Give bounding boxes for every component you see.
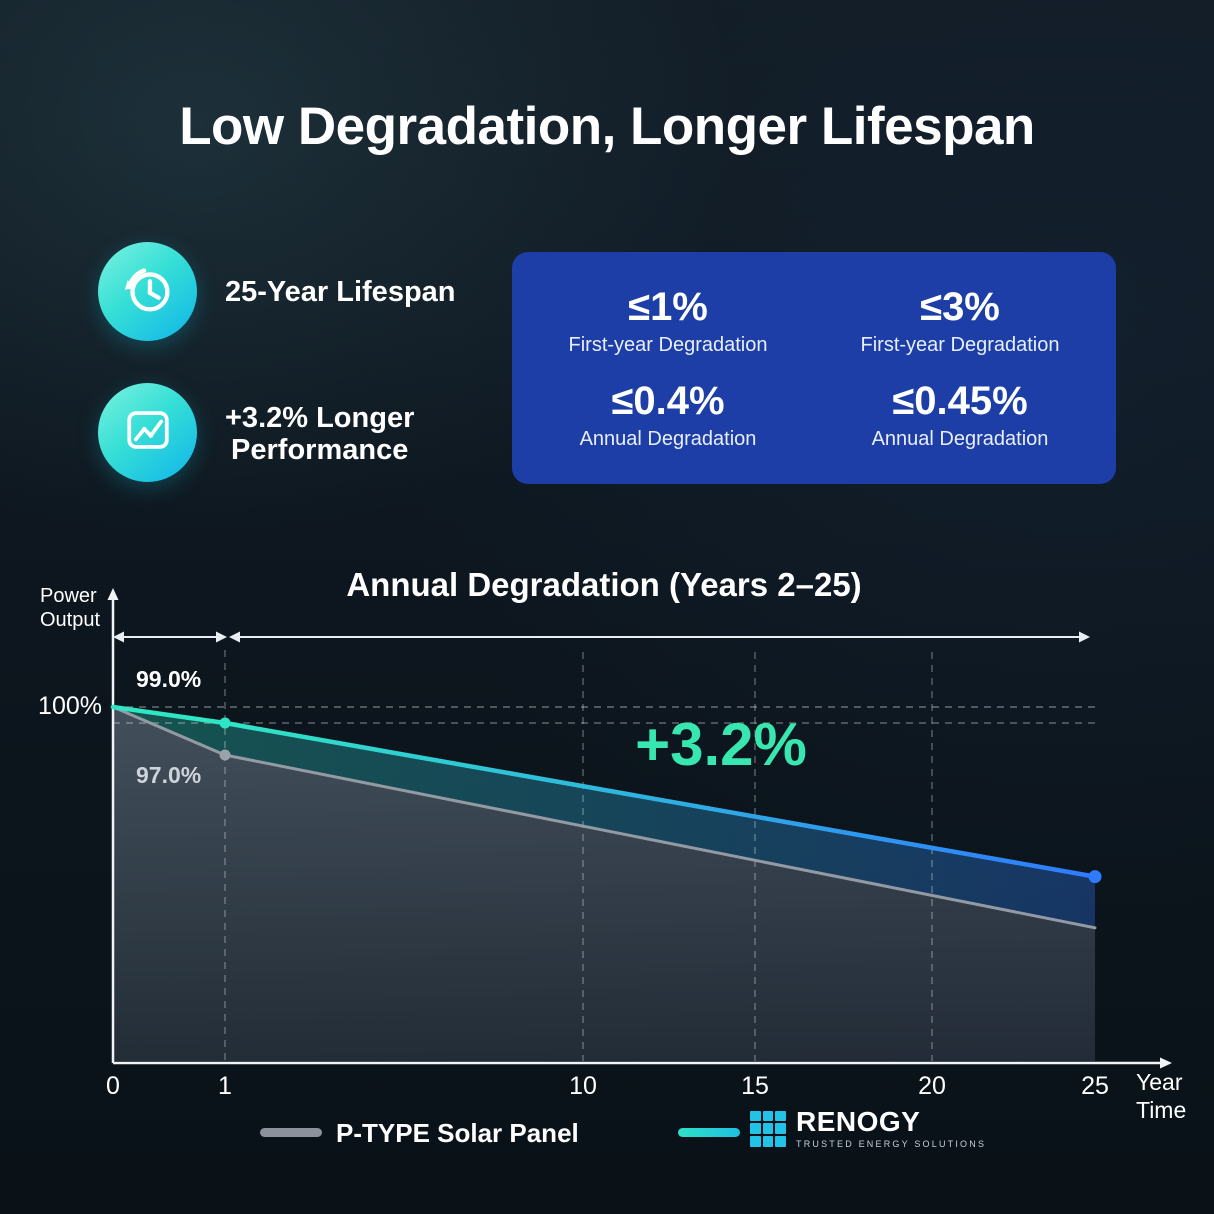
performance-label-line2: Performance xyxy=(231,434,409,466)
renogy-wordmark: RENOGY TRUSTED ENERGY SOLUTIONS xyxy=(796,1106,987,1150)
line-chart-icon xyxy=(118,400,178,465)
x-tick-25: 25 xyxy=(1081,1072,1109,1100)
brand-tagline: TRUSTED ENERGY SOLUTIONS xyxy=(796,1139,987,1149)
renogy-year25-marker xyxy=(1088,870,1102,884)
renogy-year1-marker xyxy=(219,717,231,729)
y-axis xyxy=(107,588,119,1063)
stat-caption: First-year Degradation xyxy=(568,334,768,356)
performance-label-line1: +3.2% Longer xyxy=(225,402,415,434)
y-reference-100: 100% xyxy=(38,692,102,720)
performance-label: +3.2% Longer Performance xyxy=(225,402,414,466)
ptype-legend-swatch xyxy=(260,1128,322,1137)
stat-ptype-first-year: ≤3% First-year Degradation xyxy=(814,274,1106,368)
page-title: Low Degradation, Longer Lifespan xyxy=(179,97,1035,156)
annotation-ptype-year1: 97.0% xyxy=(136,762,202,788)
stat-caption: Annual Degradation xyxy=(871,428,1049,450)
x-tick-10: 10 xyxy=(569,1072,597,1100)
renogy-legend-swatch xyxy=(678,1128,740,1137)
stat-renogy-annual: ≤0.4% Annual Degradation xyxy=(522,368,814,462)
x-axis-label: Year Time xyxy=(1136,1069,1187,1123)
chart-title: Annual Degradation (Years 2–25) xyxy=(346,566,862,603)
stat-ptype-annual: ≤0.45% Annual Degradation xyxy=(814,368,1106,462)
stat-value: ≤0.4% xyxy=(611,379,725,423)
x-tick-15: 15 xyxy=(741,1072,769,1100)
stat-caption: Annual Degradation xyxy=(579,428,757,450)
stat-value: ≤1% xyxy=(628,285,708,329)
renogy-logo: RENOGY TRUSTED ENERGY SOLUTIONS xyxy=(750,1108,986,1149)
x-tick-1: 1 xyxy=(218,1072,232,1100)
x-tick-20: 20 xyxy=(918,1072,946,1100)
solar-panel-icon xyxy=(750,1110,786,1147)
history-clock-icon xyxy=(117,258,179,325)
annual-range-arrow xyxy=(229,631,1090,643)
lifespan-badge xyxy=(98,242,197,341)
lifespan-label: 25-Year Lifespan xyxy=(225,276,456,308)
stat-caption: First-year Degradation xyxy=(860,334,1060,356)
x-tick-0: 0 xyxy=(106,1072,120,1100)
first-year-range-arrow xyxy=(113,631,227,643)
ptype-year1-marker xyxy=(219,749,231,761)
degradation-stats-panel: ≤1% First-year Degradation ≤3% First-yea… xyxy=(512,252,1116,484)
brand-name: RENOGY xyxy=(796,1106,921,1137)
stat-renogy-first-year: ≤1% First-year Degradation xyxy=(522,274,814,368)
stat-value: ≤0.45% xyxy=(892,379,1028,423)
y-axis-label: Power Output xyxy=(40,585,101,631)
performance-badge xyxy=(98,383,197,482)
stat-value: ≤3% xyxy=(920,285,1000,329)
annotation-advantage: +3.2% xyxy=(635,711,807,778)
annotation-renogy-year1: 99.0% xyxy=(136,666,202,692)
x-axis xyxy=(113,1057,1172,1069)
ptype-legend-label: P-TYPE Solar Panel xyxy=(336,1118,579,1148)
